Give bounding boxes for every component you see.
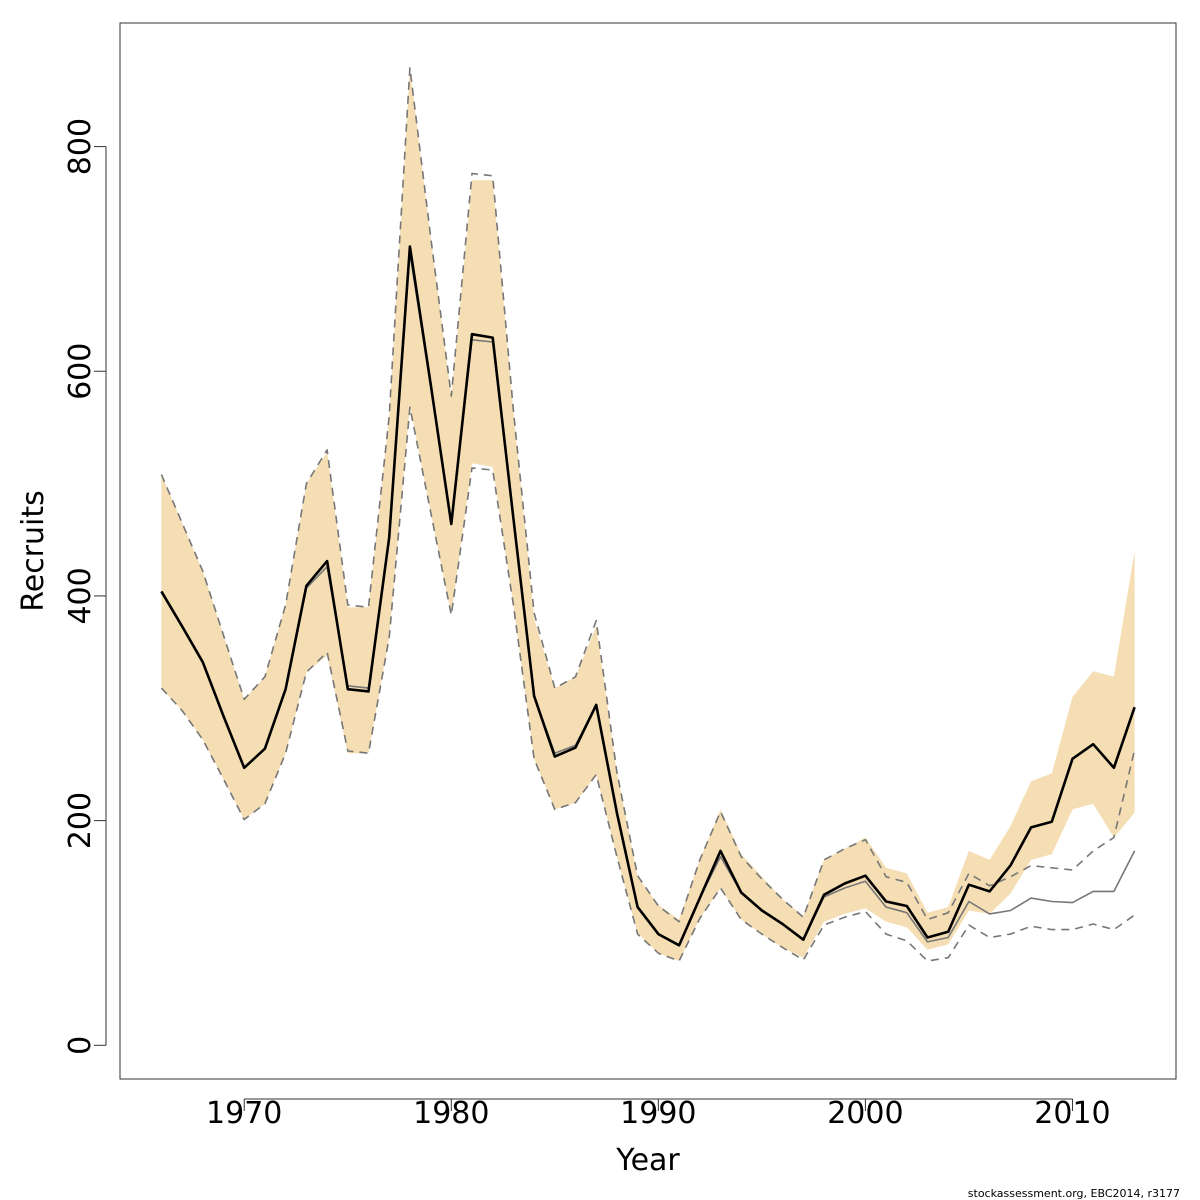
- x-tick-label: 1980: [413, 1096, 489, 1131]
- retro-upper-line: [160, 67, 1136, 923]
- retro-lower-line: [160, 406, 1136, 962]
- y-tick-label: 600: [63, 343, 98, 400]
- y-tick-label: 800: [63, 118, 98, 175]
- x-tick-label: 1970: [206, 1096, 282, 1131]
- confidence-band: [161, 67, 1135, 961]
- x-tick-label: 2010: [1034, 1096, 1110, 1131]
- footer-credit: stockassessment.org, EBC2014, r3177: [968, 1187, 1180, 1200]
- plot-frame: [119, 22, 1177, 1080]
- y-tick-label: 400: [63, 567, 98, 624]
- y-axis-title: Recruits: [16, 490, 51, 612]
- confidence-band-layer: [161, 67, 1135, 961]
- y-axis: 0 200 400 600 800: [63, 118, 107, 1055]
- x-axis-title: Year: [615, 1143, 680, 1178]
- y-tick-label: 0: [63, 1036, 98, 1055]
- series-lines-layer: [160, 67, 1136, 962]
- x-tick-label: 1990: [620, 1096, 696, 1131]
- y-tick-label: 200: [63, 792, 98, 849]
- x-tick-label: 2000: [827, 1096, 903, 1131]
- estimate-line: [160, 245, 1136, 947]
- x-axis: 1970 1980 1990 2000 2010: [206, 1096, 1111, 1131]
